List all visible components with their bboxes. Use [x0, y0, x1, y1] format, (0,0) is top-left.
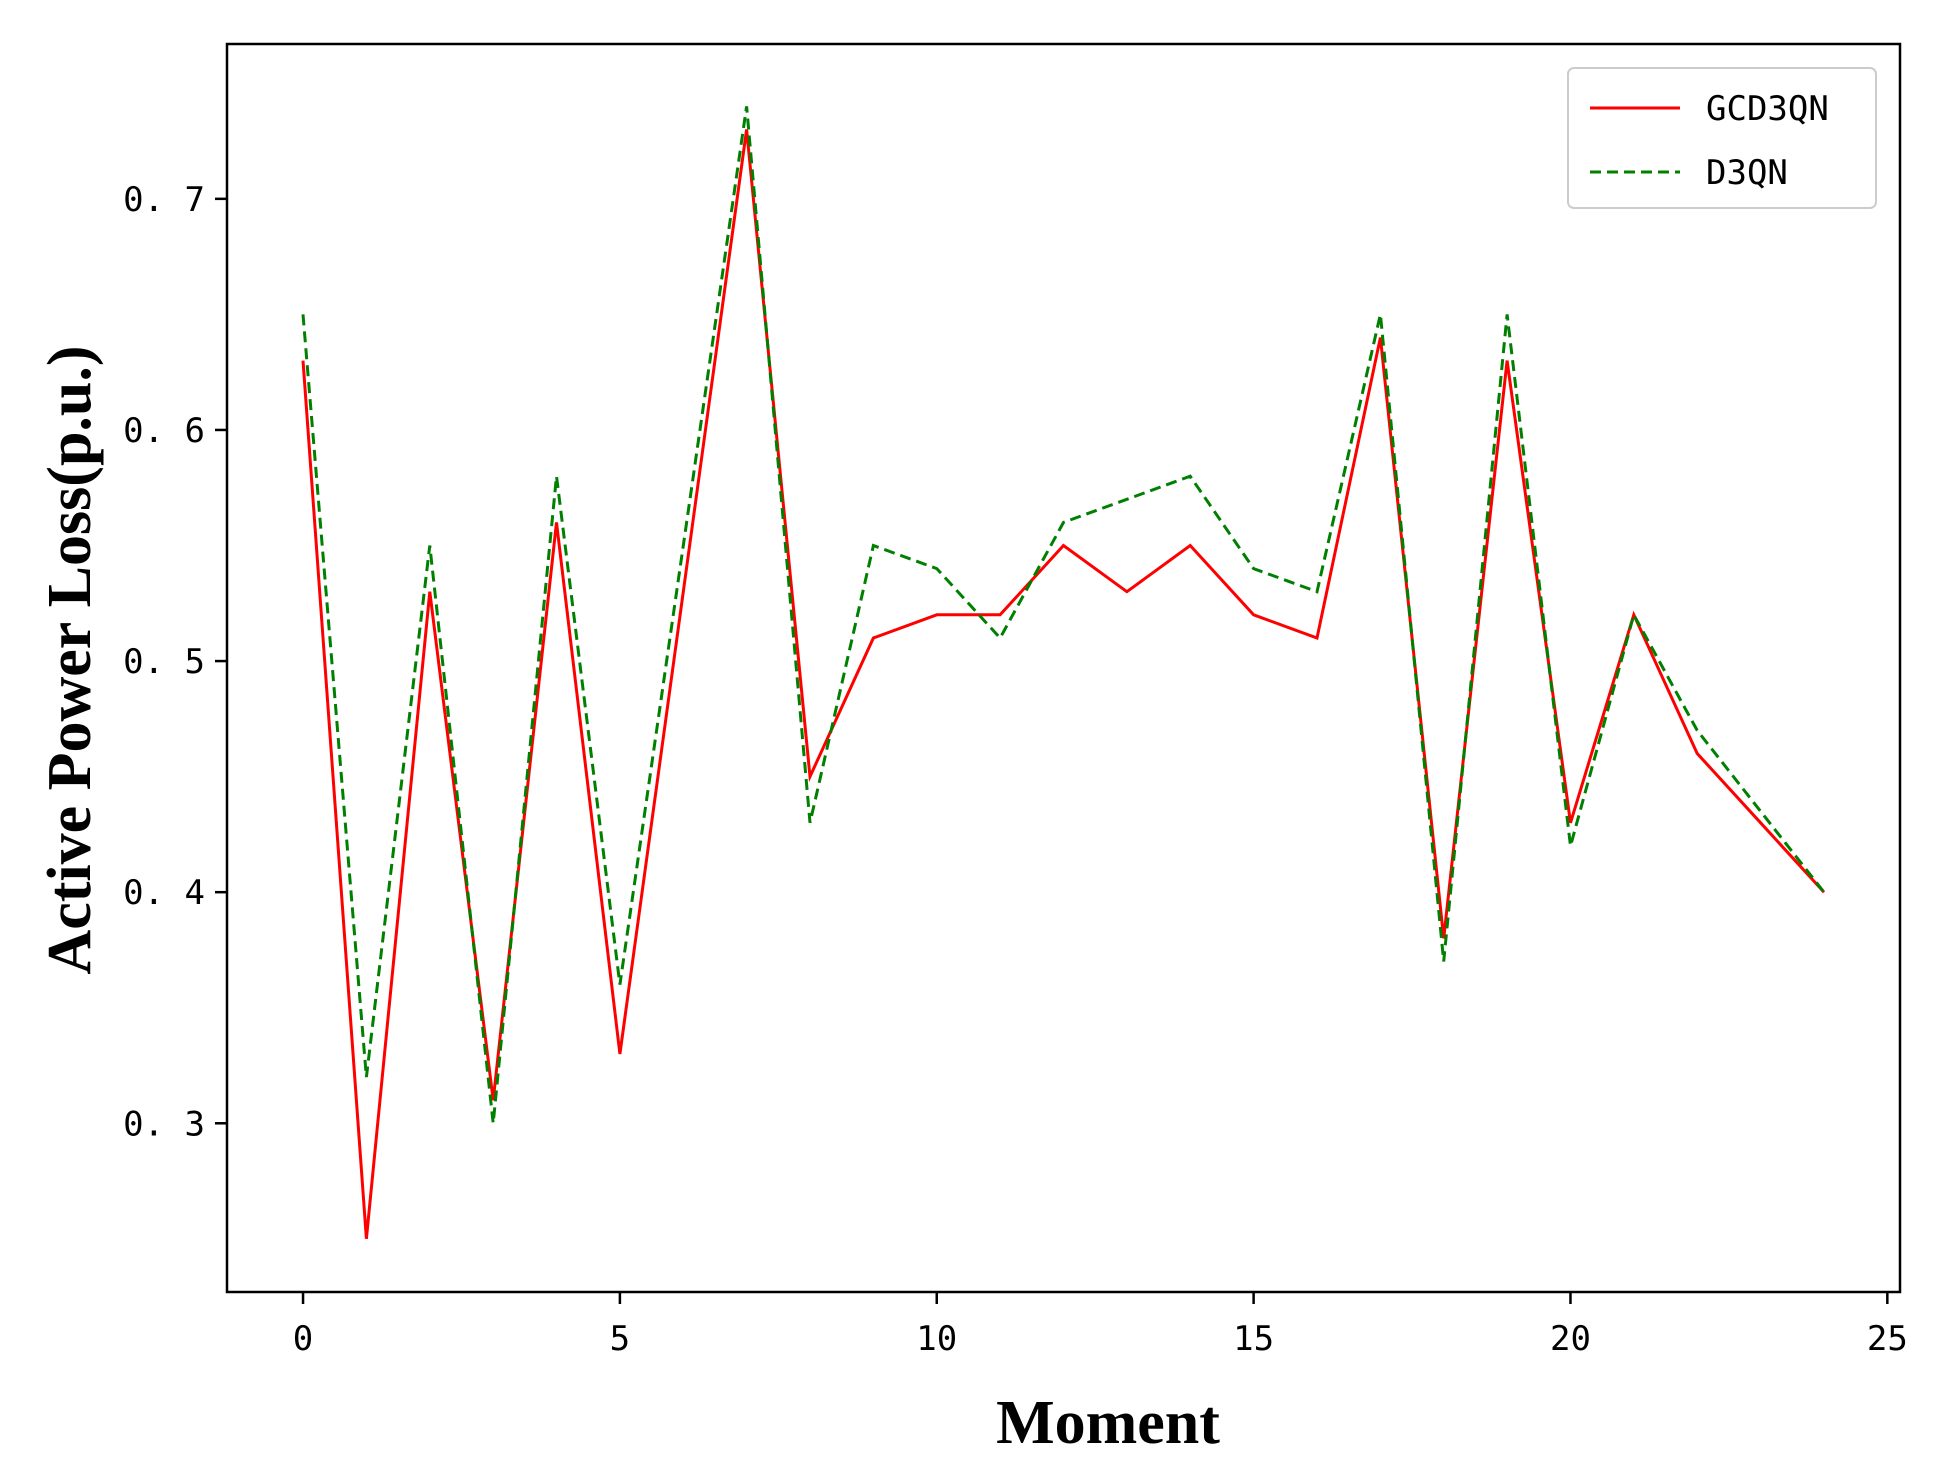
legend-label-gcd3qn: GCD3QN — [1706, 89, 1829, 129]
x-tick-label: 0 — [293, 1319, 313, 1359]
x-tick-label: 15 — [1233, 1319, 1274, 1359]
series-layer — [301, 106, 1826, 1239]
x-tick-label: 20 — [1550, 1319, 1591, 1359]
ticks-layer: 0 5 10 15 20 25 0. 3 0. 4 0. 5 0. 6 0. 7 — [123, 180, 1908, 1359]
x-tick-label: 25 — [1867, 1319, 1908, 1359]
x-tick-label: 5 — [610, 1319, 630, 1359]
legend-label-d3qn: D3QN — [1706, 153, 1788, 193]
y-tick-label: 0. 7 — [123, 180, 205, 220]
series-line-gcd3qn — [301, 129, 1826, 1239]
x-axis-title: Moment — [996, 1389, 1220, 1457]
x-tick-label: 10 — [916, 1319, 957, 1359]
series-line-d3qn — [301, 106, 1826, 1124]
legend: GCD3QN D3QN — [1567, 67, 1877, 209]
y-tick-label: 0. 5 — [123, 642, 205, 682]
y-tick-label: 0. 3 — [123, 1104, 205, 1144]
plot-area — [225, 42, 1902, 1294]
y-axis-title: Active Power Loss(p.u.) — [36, 345, 104, 974]
y-tick-label: 0. 6 — [123, 411, 205, 451]
y-tick-label: 0. 4 — [123, 873, 205, 913]
plot-frame — [225, 42, 1902, 1294]
